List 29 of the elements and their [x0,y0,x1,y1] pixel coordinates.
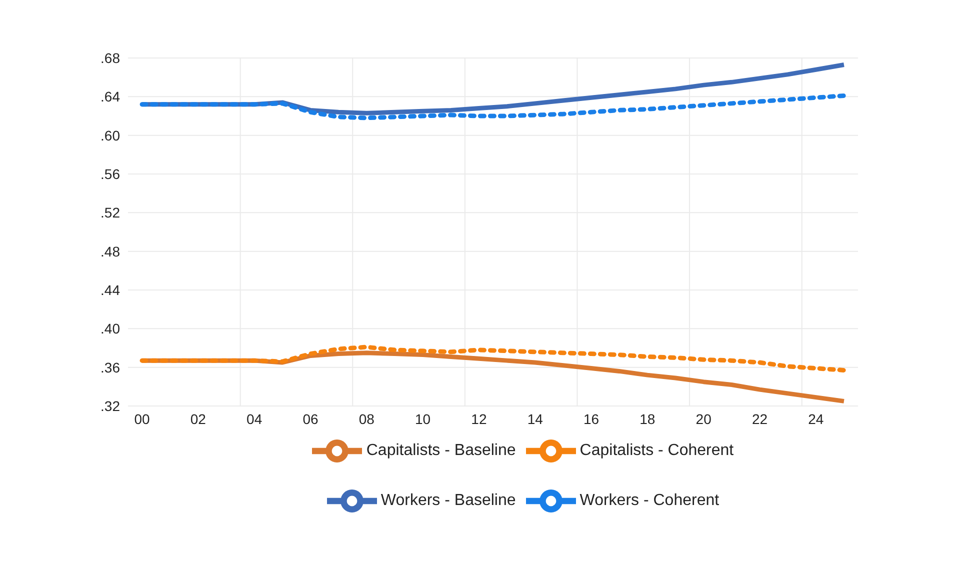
legend-label: Capitalists - Coherent [580,442,734,460]
legend-label: Workers - Baseline [380,492,516,510]
line-series [140,344,846,372]
legend-label: Workers - Coherent [580,492,720,510]
y-tick-label: .64 [100,88,120,105]
y-tick-label: .52 [100,204,120,221]
x-tick-label: 14 [527,410,544,427]
x-tick-label: 06 [302,410,318,427]
y-tick-label: .32 [100,398,120,414]
x-tick-label: 08 [358,410,375,427]
x-tick-label: 00 [134,410,150,427]
x-tick-label: 16 [583,410,600,427]
y-tick-label: .44 [100,282,120,298]
x-tick-label: 12 [471,410,487,427]
y-tick-label: .68 [100,50,120,66]
y-tick-label: .48 [100,243,120,260]
y-tick-label: .36 [100,359,120,376]
legend-label: Capitalists - Baseline [366,442,516,460]
x-tick-label: 18 [640,410,656,427]
y-tick-label: .40 [100,320,120,337]
y-tick-label: .56 [100,166,120,182]
y-tick-label: .60 [100,127,120,144]
x-tick-label: 02 [190,410,206,427]
x-tick-label: 22 [752,410,768,427]
line-series [140,93,846,120]
x-tick-label: 04 [246,410,262,427]
x-tick-label: 20 [696,410,712,427]
x-tick-label: 10 [415,410,431,427]
x-tick-label: 24 [808,410,824,427]
